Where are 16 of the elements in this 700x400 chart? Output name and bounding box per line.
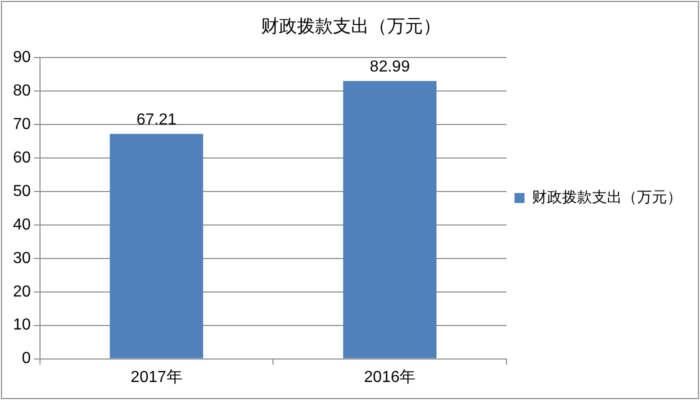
x-tick-label: 2016年 — [364, 368, 416, 386]
y-tick-label: 90 — [13, 49, 31, 66]
chart-title: 财政拨款支出（万元） — [261, 16, 441, 36]
y-tick-label: 60 — [13, 149, 31, 166]
y-tick-label: 50 — [13, 182, 31, 200]
legend-label: 财政拨款支出（万元） — [532, 189, 682, 206]
y-tick-label: 80 — [13, 82, 31, 100]
y-tick-label: 40 — [13, 216, 31, 234]
y-tick-label: 0 — [22, 350, 31, 368]
data-label: 82.99 — [370, 58, 410, 76]
y-tick-label: 20 — [13, 283, 31, 300]
y-tick-label: 70 — [13, 116, 31, 133]
y-tick-label: 30 — [13, 250, 31, 267]
data-label: 67.21 — [136, 111, 177, 128]
x-tick-label: 2017年 — [130, 368, 182, 386]
y-tick-label: 10 — [13, 316, 31, 334]
